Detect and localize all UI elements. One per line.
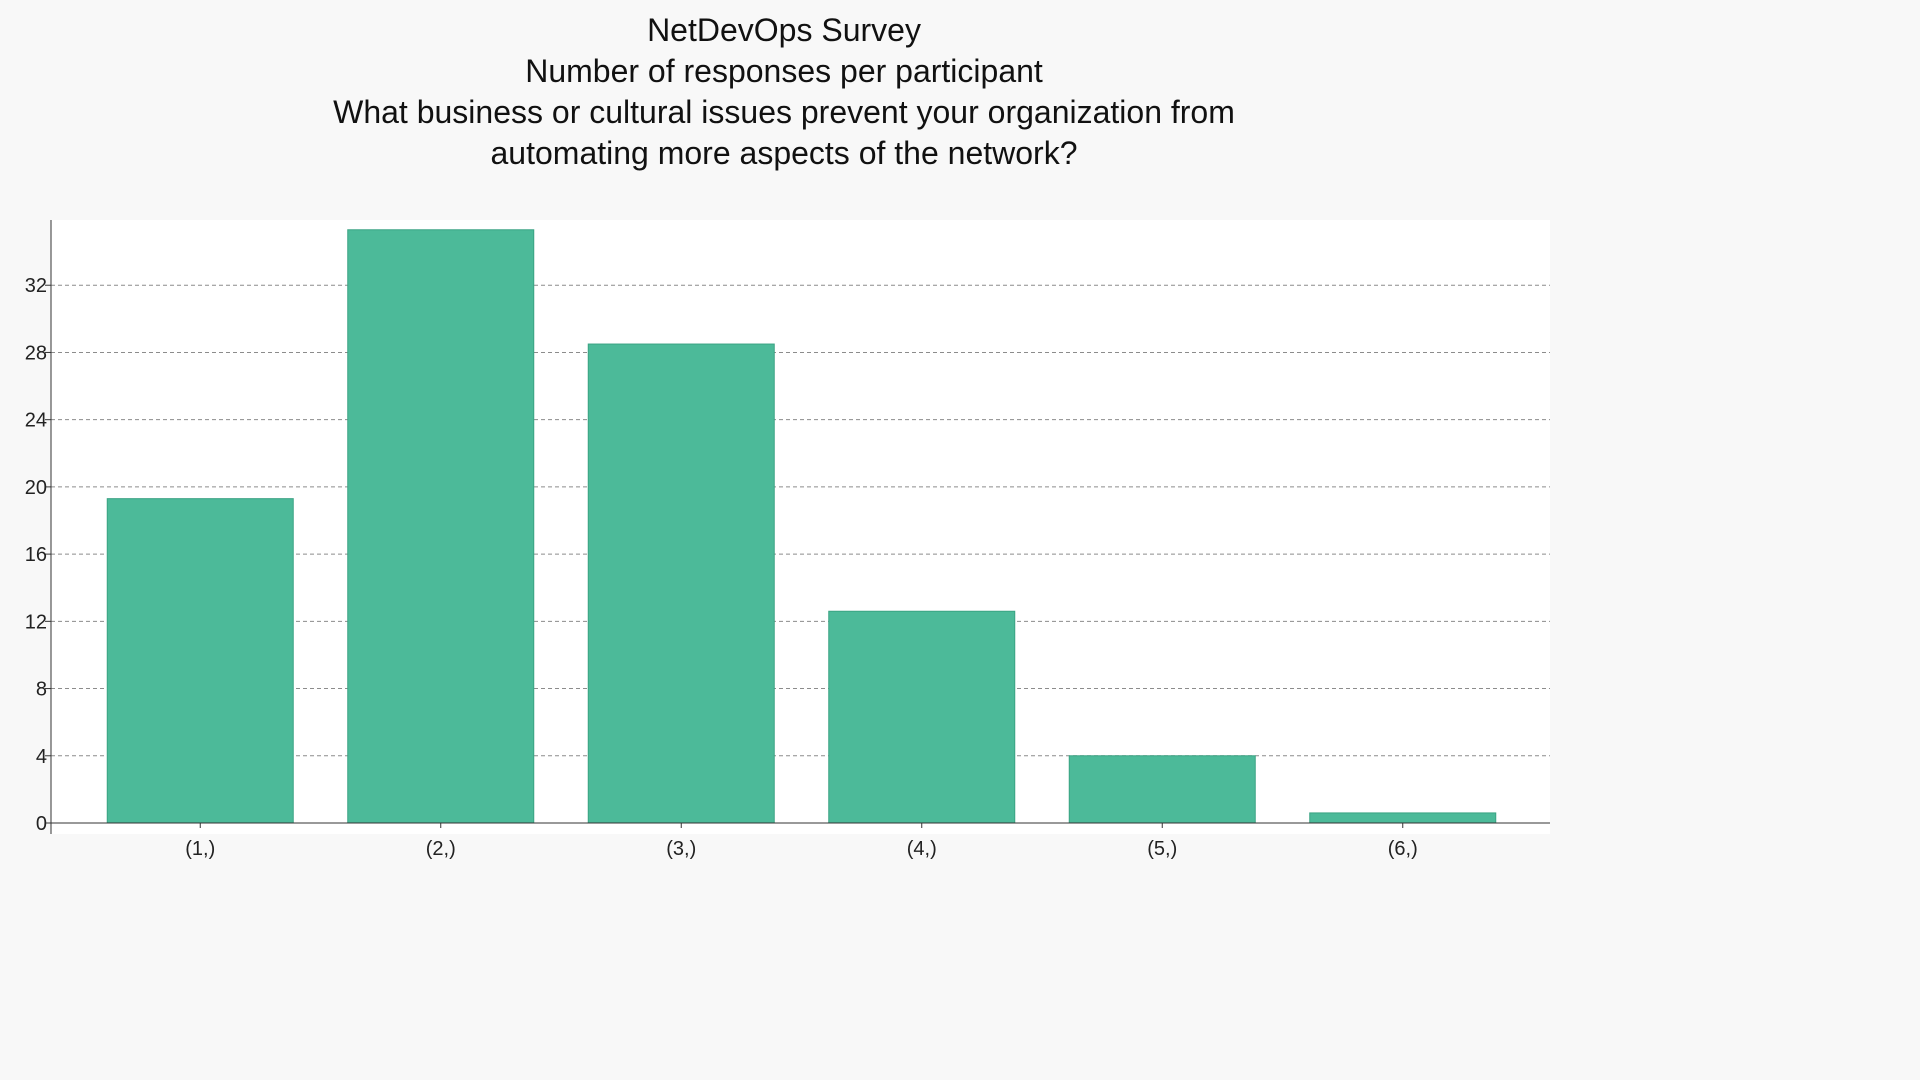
y-tick-labels: 0 4 8 12 16 20 24 28 32 xyxy=(25,275,47,835)
chart-title: NetDevOps Survey Number of responses per… xyxy=(0,10,1568,174)
y-tick-label: 28 xyxy=(25,342,47,364)
x-tick-label: (1,) xyxy=(185,838,215,860)
y-tick-label: 32 xyxy=(25,275,47,297)
chart-title-line-3: What business or cultural issues prevent… xyxy=(333,94,1235,130)
axes xyxy=(45,220,1550,834)
y-tick-label: 8 xyxy=(36,679,47,701)
y-tick-label: 20 xyxy=(25,477,47,499)
chart-page: NetDevOps Survey Number of responses per… xyxy=(0,10,1568,860)
bar xyxy=(1068,755,1256,824)
bar xyxy=(106,498,294,824)
bar xyxy=(828,610,1016,824)
bar-chart: 0 4 8 12 16 20 24 28 32 (1,) (2,) (3,) (4,) (5,) (6,) xyxy=(25,220,1550,860)
x-tick-label: (2,) xyxy=(426,838,456,860)
bar xyxy=(1309,812,1497,824)
y-tick-label: 4 xyxy=(36,746,47,768)
bar xyxy=(587,343,775,824)
x-tick-label: (3,) xyxy=(666,838,696,860)
bars xyxy=(106,229,1497,824)
chart-title-line-4: automating more aspects of the network? xyxy=(490,135,1078,171)
grid-lines xyxy=(51,284,1550,757)
x-tick-labels: (1,) (2,) (3,) (4,) (5,) (6,) xyxy=(185,838,1418,860)
plot-area xyxy=(51,220,1550,834)
x-tick-label: (5,) xyxy=(1147,838,1177,860)
y-tick-label: 12 xyxy=(25,611,47,633)
chart-title-line-2: Number of responses per participant xyxy=(525,53,1043,89)
y-tick-label: 24 xyxy=(25,410,47,432)
bar xyxy=(347,229,535,824)
x-tick-label: (6,) xyxy=(1388,838,1418,860)
y-tick-label: 16 xyxy=(25,544,47,566)
x-tick-label: (4,) xyxy=(907,838,937,860)
chart-title-line-1: NetDevOps Survey xyxy=(647,12,921,48)
y-tick-label: 0 xyxy=(36,813,47,835)
